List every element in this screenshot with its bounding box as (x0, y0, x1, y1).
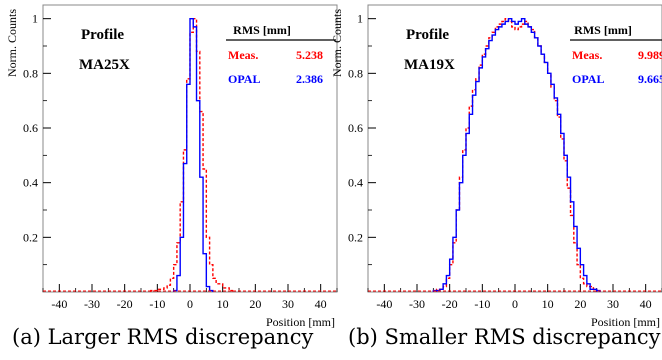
y-axis-label: Norm. Counts (330, 9, 344, 77)
legend-value: 9.665 (638, 72, 662, 86)
series-line-meas (150, 17, 234, 292)
x-tick-label: 30 (607, 297, 619, 311)
legend-value: 2.386 (296, 72, 323, 86)
chart-panel-a: -40 -30 -20 -10 0 10 20 30 40 0.2 0.4 0.6 0.8 1 Positi… (5, 4, 338, 329)
x-tick-label: 20 (574, 297, 586, 311)
legend-name: OPAL (228, 72, 260, 86)
x-tick-label: 0 (187, 297, 193, 311)
caption-a: (a) Larger RMS discrepancy (12, 325, 314, 349)
profile-label: Profile (406, 27, 449, 43)
caption-b: (b) Smaller RMS discrepancy (348, 325, 661, 349)
legend-value: 5.238 (296, 48, 323, 62)
rms-header: RMS [mm] (233, 23, 291, 37)
y-tick-label: 0.2 (348, 230, 363, 244)
x-tick-label: -20 (117, 297, 133, 311)
y-tick-label: 0.8 (23, 66, 38, 80)
legend-name: OPAL (572, 72, 604, 86)
x-tick-label: 20 (249, 297, 261, 311)
x-tick-label: -40 (51, 297, 67, 311)
y-tick-label: 0.4 (348, 176, 363, 190)
y-tick-label: 0.8 (348, 66, 363, 80)
series-line-opal (432, 17, 601, 292)
x-tick-label: -30 (409, 297, 425, 311)
profile-label: Profile (81, 27, 124, 43)
monitor-label: MA25X (79, 57, 130, 73)
rms-header: RMS [mm] (574, 23, 632, 37)
legend-name: Meas. (228, 48, 258, 62)
y-tick-label: 0.2 (23, 230, 38, 244)
x-tick-label: 0 (512, 297, 518, 311)
y-axis-label: Norm. Counts (5, 9, 19, 77)
y-tick-label: 0.4 (23, 176, 38, 190)
x-tick-label: 10 (542, 297, 554, 311)
x-tick-label: 40 (315, 297, 327, 311)
x-tick-label: 40 (640, 297, 652, 311)
chart-panel-b: -40 -30 -20 -10 0 10 20 30 40 0.2 0.4 0.6 0.8 1 Positi… (330, 4, 662, 329)
y-tick-label: 1 (32, 12, 38, 26)
y-tick-label: 1 (357, 12, 363, 26)
legend-value: 9.989 (638, 48, 662, 62)
legend-name: Meas. (572, 48, 602, 62)
x-tick-label: -10 (149, 297, 165, 311)
x-tick-label: 30 (282, 297, 294, 311)
y-tick-label: 0.6 (348, 121, 363, 135)
monitor-label: MA19X (404, 57, 455, 73)
x-axis-label: Position [mm] (266, 315, 335, 329)
x-tick-label: -30 (84, 297, 100, 311)
x-tick-label: -20 (442, 297, 458, 311)
plot-frame (367, 4, 662, 293)
y-tick-label: 0.6 (23, 121, 38, 135)
x-tick-label: -10 (474, 297, 490, 311)
x-tick-label: 10 (217, 297, 229, 311)
x-axis-label: Position [mm] (591, 315, 660, 329)
series-line-opal (172, 17, 214, 292)
x-tick-label: -40 (376, 297, 392, 311)
